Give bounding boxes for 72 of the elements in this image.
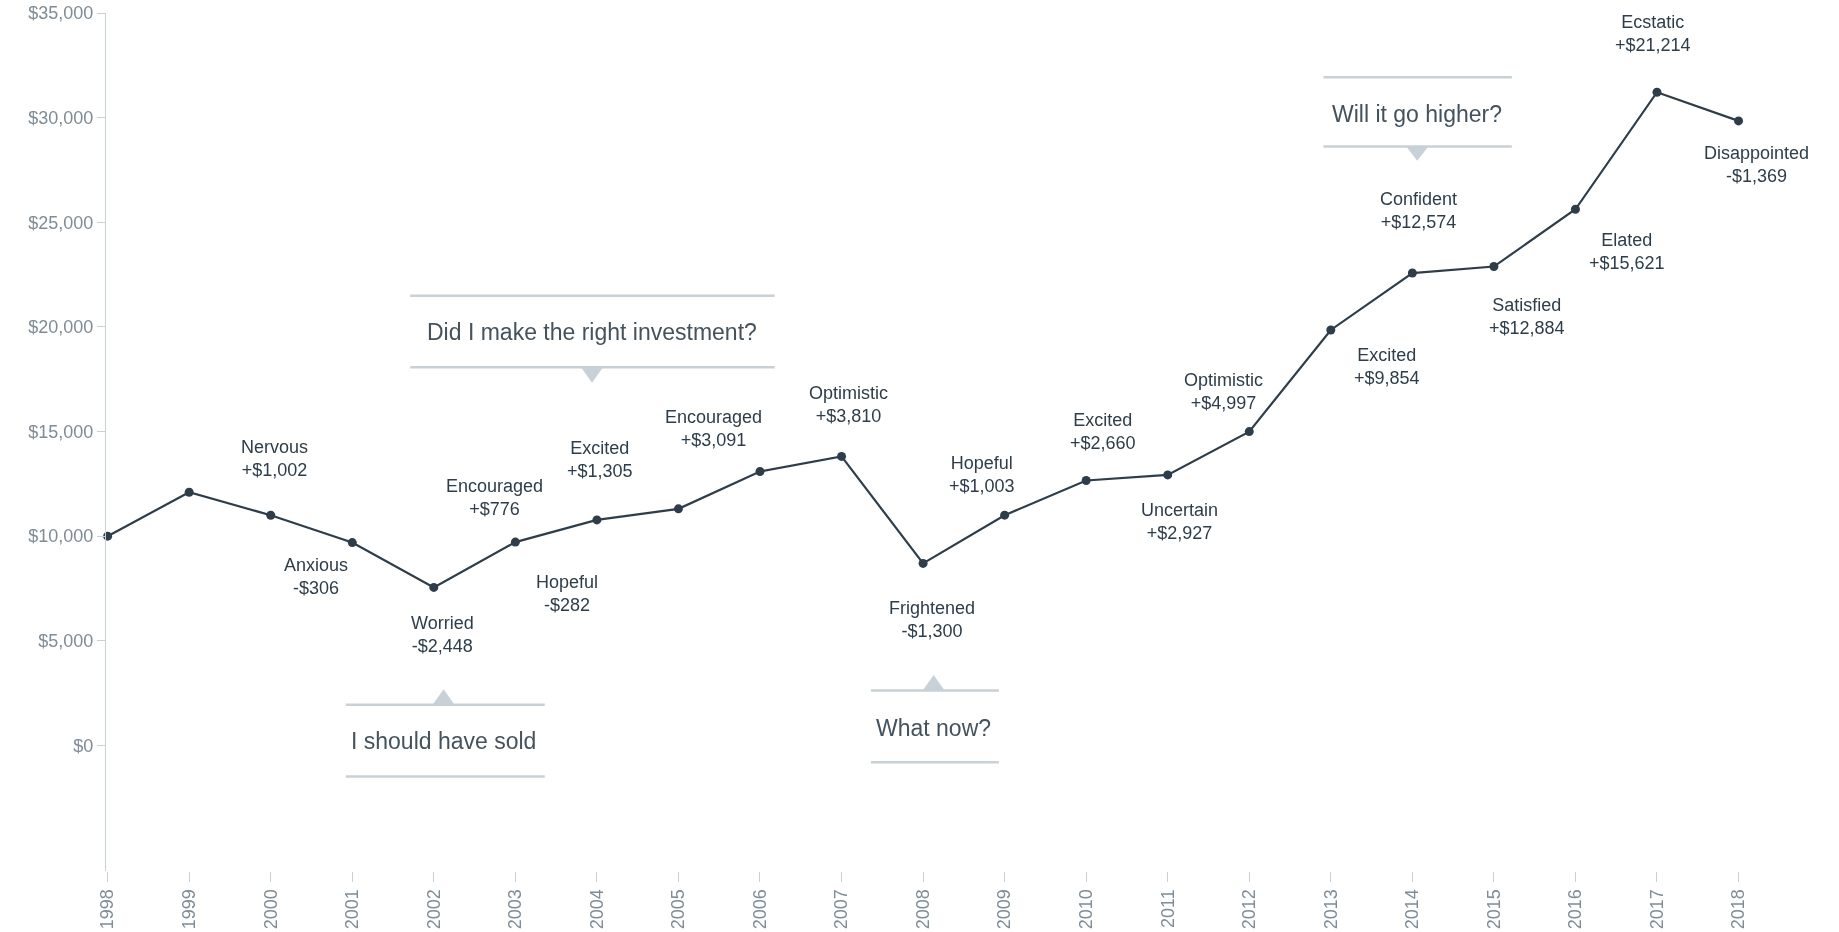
annotation: Worried -$2,448 bbox=[411, 613, 474, 657]
x-tick-label: 2015 bbox=[1483, 889, 1504, 930]
x-tick-label: 2013 bbox=[1320, 889, 1341, 930]
x-tick-label: 2008 bbox=[912, 889, 933, 930]
annotation: Excited +$2,660 bbox=[1070, 410, 1136, 454]
point bbox=[673, 504, 683, 514]
point bbox=[837, 451, 847, 461]
annotation: Anxious -$306 bbox=[284, 555, 349, 599]
point bbox=[510, 537, 520, 547]
annotation: Elated +$15,621 bbox=[1589, 230, 1665, 274]
point bbox=[1652, 87, 1662, 97]
x-tick-label: 2005 bbox=[668, 889, 689, 930]
point bbox=[1244, 427, 1254, 437]
x-tick-label: 1998 bbox=[97, 889, 118, 930]
point bbox=[347, 538, 357, 548]
annotation: Optimistic +$4,997 bbox=[1184, 370, 1264, 414]
x-tick-label: 2003 bbox=[505, 889, 526, 930]
y-tick-label: $25,000 bbox=[28, 212, 94, 233]
point bbox=[1407, 268, 1417, 278]
annotation: Hopeful +$1,003 bbox=[949, 453, 1015, 497]
x-tick-label: 2009 bbox=[994, 889, 1015, 930]
annotation: Hopeful -$282 bbox=[536, 572, 599, 616]
x-tick-label: 2016 bbox=[1565, 889, 1586, 930]
y-tick-label: $35,000 bbox=[28, 3, 94, 24]
x-tick-label: 2017 bbox=[1646, 889, 1667, 930]
x-tick-label: 2007 bbox=[831, 889, 852, 930]
annotation: Uncertain +$2,927 bbox=[1141, 500, 1219, 544]
x-tick-label: 1999 bbox=[179, 889, 200, 930]
annotation: Will it go higher? bbox=[1332, 101, 1503, 127]
point bbox=[266, 510, 276, 520]
annotation: Excited +$1,305 bbox=[567, 438, 633, 482]
x-tick-label: 2004 bbox=[586, 889, 607, 930]
y-tick-label: $20,000 bbox=[28, 317, 94, 338]
point bbox=[755, 466, 765, 476]
annotation: What now? bbox=[876, 715, 992, 741]
annotation: Encouraged +$3,091 bbox=[665, 407, 763, 451]
x-tick-label: 2012 bbox=[1239, 889, 1260, 930]
y-tick-label: $0 bbox=[73, 735, 94, 756]
annotation: Did I make the right investment? bbox=[427, 319, 757, 345]
annotation: Ecstatic +$21,214 bbox=[1615, 12, 1691, 56]
point bbox=[184, 487, 194, 497]
y-tick-label: $5,000 bbox=[38, 631, 94, 652]
x-tick-label: 2010 bbox=[1076, 889, 1097, 930]
x-tick-label: 2002 bbox=[423, 889, 444, 930]
point bbox=[1570, 204, 1580, 214]
annotation: I should have sold bbox=[351, 728, 537, 754]
point bbox=[1326, 325, 1336, 335]
point bbox=[918, 558, 928, 568]
annotation: Disappointed -$1,369 bbox=[1704, 143, 1810, 187]
y-tick-label: $15,000 bbox=[28, 421, 94, 442]
x-tick-label: 2018 bbox=[1728, 889, 1749, 930]
x-tick-label: 2001 bbox=[342, 889, 363, 930]
x-tick-label: 2014 bbox=[1402, 889, 1423, 930]
x-tick-label: 2011 bbox=[1157, 889, 1178, 928]
point bbox=[1734, 116, 1744, 126]
point bbox=[1081, 476, 1091, 486]
annotation: Satisfied +$12,884 bbox=[1489, 295, 1565, 339]
annotation: Frightened -$1,300 bbox=[889, 598, 976, 642]
point bbox=[1163, 470, 1173, 480]
point bbox=[1489, 262, 1499, 272]
annotation: Optimistic +$3,810 bbox=[809, 383, 889, 427]
y-tick-label: $30,000 bbox=[28, 107, 94, 128]
point bbox=[1000, 510, 1010, 520]
y-tick-label: $10,000 bbox=[28, 526, 94, 547]
annotation: Nervous +$1,002 bbox=[241, 437, 309, 481]
x-tick-label: 2000 bbox=[260, 889, 281, 930]
x-tick-label: 2006 bbox=[749, 889, 770, 930]
annotation: Confident +$12,574 bbox=[1380, 189, 1458, 233]
point bbox=[429, 582, 439, 592]
point bbox=[592, 515, 602, 525]
annotation: Encouraged +$776 bbox=[446, 476, 544, 520]
annotation: Excited +$9,854 bbox=[1354, 345, 1420, 389]
